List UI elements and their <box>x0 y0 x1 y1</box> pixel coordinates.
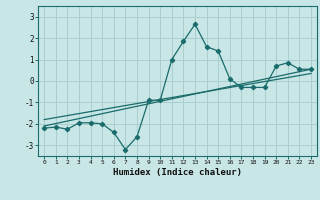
X-axis label: Humidex (Indice chaleur): Humidex (Indice chaleur) <box>113 168 242 177</box>
